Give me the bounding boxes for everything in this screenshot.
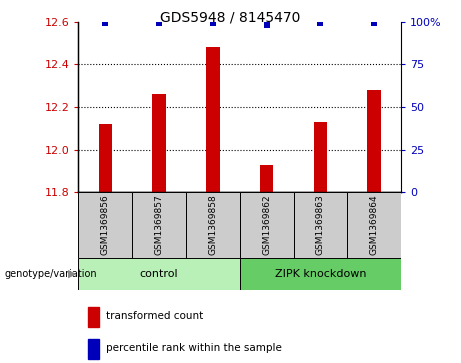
Text: ZIPK knockdown: ZIPK knockdown (275, 269, 366, 279)
Bar (99, 124, 112, 192)
Text: percentile rank within the sample: percentile rank within the sample (106, 343, 282, 354)
Bar (78, 258, 240, 290)
Bar (240, 258, 401, 290)
Bar (206, 47, 219, 192)
Point (263, 22, 270, 28)
Point (317, 21, 324, 26)
Bar (260, 165, 273, 192)
Bar (240, 192, 294, 258)
Text: GSM1369856: GSM1369856 (101, 195, 110, 256)
Point (101, 21, 109, 26)
Bar (132, 192, 186, 258)
Text: transformed count: transformed count (106, 311, 203, 321)
Bar (367, 90, 381, 192)
Point (371, 21, 378, 26)
Bar (313, 122, 327, 192)
Bar (78, 192, 132, 258)
Point (155, 21, 163, 26)
Text: GSM1369863: GSM1369863 (316, 195, 325, 256)
Text: genotype/variation: genotype/variation (5, 269, 97, 279)
Text: GSM1369858: GSM1369858 (208, 195, 217, 256)
Text: GDS5948 / 8145470: GDS5948 / 8145470 (160, 11, 301, 25)
Text: control: control (140, 269, 178, 279)
Point (209, 21, 217, 26)
Bar (294, 192, 347, 258)
Text: GSM1369857: GSM1369857 (154, 195, 164, 256)
Text: GSM1369864: GSM1369864 (370, 195, 378, 256)
Bar (186, 192, 240, 258)
Text: ▶: ▶ (68, 269, 76, 279)
Text: GSM1369862: GSM1369862 (262, 195, 271, 256)
Bar (347, 192, 401, 258)
Bar (152, 94, 166, 192)
